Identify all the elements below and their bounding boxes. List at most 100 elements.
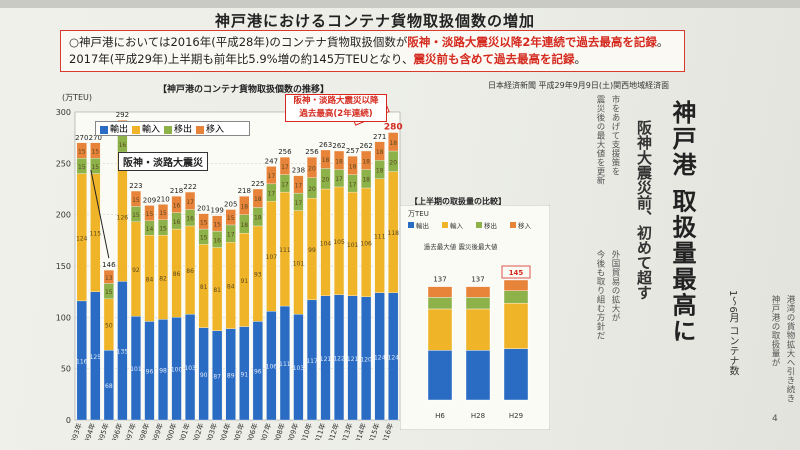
legend-transfer-out: 移出: [164, 122, 192, 135]
bar-value-label: 17: [281, 164, 289, 171]
bar-value-label: 93: [254, 272, 262, 279]
top-edge: [0, 0, 800, 8]
callout-record-line2: 過去最高(2年連続): [299, 109, 373, 119]
bar-total-label: 270: [75, 134, 88, 142]
bar-value-label: 92: [132, 267, 140, 274]
bar-value-label: 124: [76, 235, 88, 242]
inset-title: 【上半期の取扱量の比較】: [410, 197, 506, 206]
bar-value-label: 111: [279, 247, 291, 254]
bar-value-label: 104: [320, 240, 332, 247]
inset-bar-segment-移入: [465, 286, 491, 298]
bar-value-label: 96: [254, 369, 262, 376]
bar-value-label: 15: [105, 289, 113, 296]
bar-total-label: 263: [319, 141, 332, 149]
inset-bar-segment-移出: [503, 290, 529, 304]
inset-total-label: 145: [509, 269, 524, 277]
chart-title: 【神戸港のコンテナ貨物取扱個数の推移】: [158, 85, 330, 95]
bar-value-label: 17: [295, 182, 303, 189]
callout-earthquake: 阪神・淡路大震災: [118, 152, 208, 171]
inset-category-caption: 震災後最大値: [459, 242, 499, 251]
bar-value-label: 120: [360, 356, 372, 363]
bar-value-label: 17: [268, 191, 276, 198]
bar-segment-移入: [320, 149, 331, 169]
newspaper-clipping: 神戸港 取扱量最高に 阪神大震災前、初めて超す 1〜6月 コンテナ数 港湾の貨物…: [555, 90, 800, 450]
bar-value-label: 16: [173, 219, 181, 226]
bar-value-label: 91: [240, 371, 248, 378]
bar-value-label: 15: [78, 164, 86, 171]
inset-x-label: H29: [509, 412, 523, 420]
bar-value-label: 91: [240, 278, 248, 285]
bar-value-label: 16: [173, 202, 181, 209]
y-tick-label: 250: [56, 159, 71, 168]
bar-segment-移入: [374, 141, 385, 161]
bar-value-label: 98: [159, 368, 167, 375]
bar-value-label: 18: [349, 163, 357, 170]
bar-value-label: 15: [200, 219, 208, 226]
inset-category-caption: 過去最大値: [424, 242, 457, 251]
bar-value-label: 18: [389, 140, 397, 147]
inset-bar-segment-輸入: [427, 308, 453, 351]
bar-value-label: 117: [306, 358, 318, 365]
bar-segment-移入: [76, 142, 87, 159]
bar-value-label: 20: [389, 159, 397, 166]
bar-value-label: 126: [117, 215, 129, 222]
bar-value-label: 116: [76, 358, 88, 365]
bar-total-label: 247: [265, 157, 278, 165]
bar-value-label: 111: [279, 361, 291, 368]
bar-value-label: 15: [132, 212, 140, 219]
bar-value-label: 18: [240, 203, 248, 210]
y-tick-label: 300: [56, 108, 71, 117]
bar-segment-移入: [293, 175, 304, 194]
bar-value-label: 18: [335, 158, 343, 165]
bar-value-label: 15: [132, 197, 140, 204]
bar-segment-移入: [361, 150, 372, 170]
inset-legend-swatch: [408, 222, 414, 228]
bar-value-label: 106: [360, 240, 372, 247]
chart-legend: 輸出 輸入 移出 移入: [95, 121, 250, 136]
bar-value-label: 101: [293, 260, 305, 267]
news-body-1: 港湾の貨物拡大へ引き続き: [785, 295, 795, 403]
bar-segment-移入: [306, 157, 318, 178]
page-title: 神戸港におけるコンテナ貨物取扱個数の増加: [215, 12, 536, 30]
legend-transfer-in: 移入: [196, 122, 224, 135]
bar-total-label: 280: [384, 123, 403, 133]
bar-value-label: 14: [146, 226, 154, 233]
bar-value-label: 106: [266, 364, 278, 371]
bar-value-label: 101: [347, 242, 359, 249]
bar-segment-移入: [388, 132, 399, 152]
bar-value-label: 15: [78, 149, 86, 156]
bar-segment-移入: [347, 155, 358, 175]
legend-export: 輸出: [100, 122, 128, 135]
bar-total-label: 262: [332, 142, 345, 150]
inset-total-highlight: [501, 265, 531, 279]
bar-total-label: 257: [346, 147, 359, 155]
bar-value-label: 17: [227, 232, 235, 239]
legend-export-swatch: [100, 125, 108, 134]
bar-value-label: 135: [117, 349, 129, 356]
inset-bar-segment-輸出: [427, 350, 453, 401]
bar-value-label: 81: [213, 287, 221, 294]
bar-value-label: 86: [186, 268, 194, 275]
legend-import-swatch: [132, 125, 141, 134]
summary-highlight-2: 震災前も含めて過去最高を記録: [413, 52, 575, 66]
bar-segment-移入: [225, 209, 236, 226]
bar-value-label: 111: [374, 234, 386, 241]
bar-value-label: 17: [349, 181, 357, 188]
inset-legend-label: 輸入: [450, 221, 464, 230]
bar-value-label: 18: [322, 157, 330, 164]
y-tick-label: 100: [56, 313, 71, 322]
inset-legend-swatch: [510, 222, 516, 228]
summary-text-3: 。: [574, 52, 586, 66]
summary-highlight-1: 阪神・淡路大震災以降2年連続で過去最高を記録: [407, 35, 657, 49]
bar-segment-移入: [130, 190, 141, 207]
bar-total-label: 218: [170, 187, 183, 195]
summary-text-2: 。2017年(平成29年)上半期も前年比5.9%増の約145万TEUとなり、: [69, 35, 669, 66]
inset-bar-segment-移入: [427, 286, 453, 298]
news-subheadline: 阪神大震災前、初めて超す: [635, 120, 653, 300]
news-headline: 神戸港 取扱量最高に: [668, 100, 696, 345]
legend-import: 輸入: [132, 122, 160, 135]
bar-value-label: 90: [200, 372, 208, 379]
bar-value-label: 15: [159, 226, 167, 233]
bar-value-label: 15: [91, 164, 99, 171]
